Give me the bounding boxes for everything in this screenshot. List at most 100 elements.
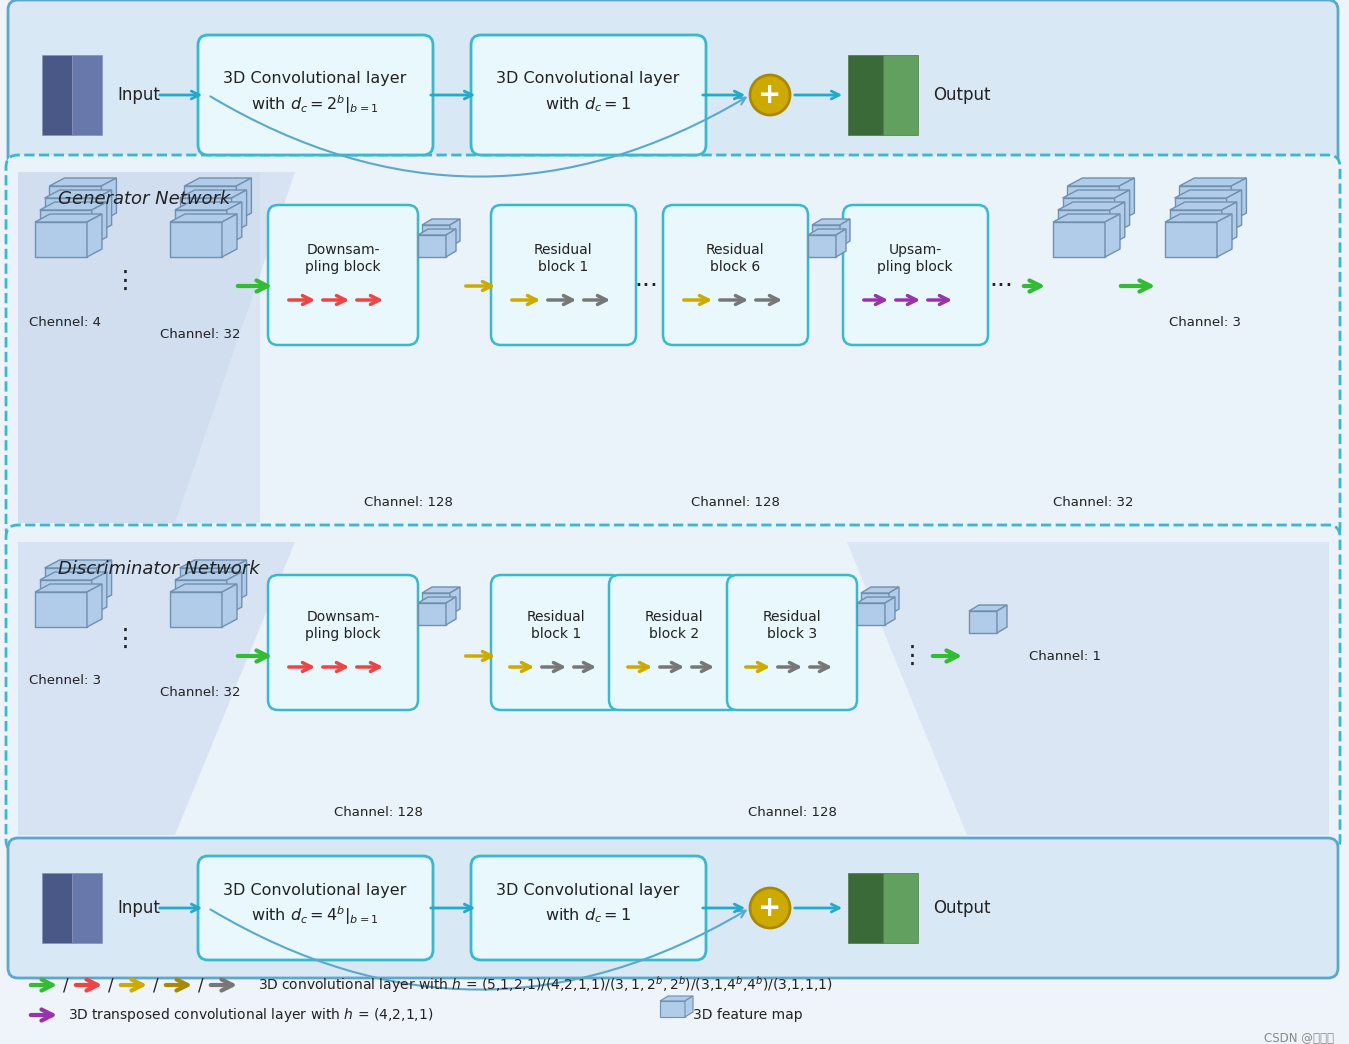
Polygon shape [179, 560, 247, 568]
Text: 3D Convolutional layer: 3D Convolutional layer [224, 71, 406, 86]
Polygon shape [45, 198, 97, 233]
Text: block 2: block 2 [649, 627, 699, 641]
Polygon shape [1105, 214, 1120, 257]
Text: Output: Output [934, 86, 990, 104]
Text: Channel: 32: Channel: 32 [159, 687, 240, 699]
Polygon shape [18, 172, 295, 523]
Bar [884, 55, 919, 135]
Polygon shape [1166, 222, 1217, 257]
Polygon shape [92, 201, 107, 245]
Polygon shape [969, 611, 997, 633]
Text: +: + [758, 81, 781, 109]
Text: /: / [154, 976, 159, 994]
Polygon shape [1058, 201, 1125, 210]
FancyBboxPatch shape [5, 525, 1340, 852]
Polygon shape [35, 222, 86, 257]
Polygon shape [1166, 214, 1232, 222]
Polygon shape [418, 229, 456, 235]
Polygon shape [175, 210, 227, 245]
Bar [884, 873, 919, 943]
Bar [42, 873, 71, 943]
Polygon shape [227, 201, 241, 245]
FancyBboxPatch shape [8, 838, 1338, 978]
Text: Channel: 3: Channel: 3 [1170, 316, 1241, 330]
Text: 3D transposed convolutional layer with $h$ = (4,2,1,1): 3D transposed convolutional layer with $… [67, 1006, 433, 1024]
Polygon shape [45, 568, 97, 603]
Polygon shape [889, 587, 898, 615]
Polygon shape [857, 603, 885, 625]
Polygon shape [18, 542, 295, 835]
Text: Upsam-: Upsam- [889, 243, 942, 257]
Polygon shape [223, 214, 237, 257]
Polygon shape [447, 229, 456, 257]
Polygon shape [422, 593, 451, 615]
Polygon shape [175, 580, 227, 615]
Polygon shape [808, 235, 836, 257]
Polygon shape [1226, 190, 1241, 233]
Polygon shape [1175, 198, 1226, 233]
Text: block 1: block 1 [532, 627, 581, 641]
Polygon shape [227, 572, 241, 615]
Polygon shape [175, 201, 241, 210]
Polygon shape [447, 597, 456, 625]
FancyBboxPatch shape [491, 205, 635, 345]
Text: with $d_c = 2^b|_{b=1}$: with $d_c = 2^b|_{b=1}$ [251, 94, 379, 116]
Polygon shape [1170, 210, 1222, 245]
Polygon shape [179, 198, 232, 233]
Polygon shape [35, 592, 86, 627]
Text: Generator Network: Generator Network [58, 190, 231, 208]
Text: Output: Output [934, 899, 990, 917]
Polygon shape [422, 226, 451, 247]
Text: /: / [108, 976, 113, 994]
Text: ⋮: ⋮ [112, 627, 138, 651]
Text: Channel: 128: Channel: 128 [747, 806, 836, 818]
Circle shape [750, 888, 791, 928]
Polygon shape [1054, 214, 1120, 222]
Polygon shape [97, 560, 112, 603]
Text: Channel: 1: Channel: 1 [1029, 649, 1101, 663]
Polygon shape [223, 584, 237, 627]
Polygon shape [1067, 177, 1135, 186]
Polygon shape [885, 597, 894, 625]
FancyBboxPatch shape [491, 575, 621, 710]
Polygon shape [1179, 177, 1246, 186]
Polygon shape [422, 587, 460, 593]
Polygon shape [45, 190, 112, 198]
Polygon shape [1175, 190, 1241, 198]
Polygon shape [840, 219, 850, 247]
Text: Residual: Residual [762, 610, 822, 624]
Polygon shape [92, 572, 107, 615]
Polygon shape [1058, 210, 1110, 245]
Polygon shape [861, 593, 889, 615]
Polygon shape [1217, 214, 1232, 257]
Text: ⋮: ⋮ [900, 644, 924, 668]
Polygon shape [40, 201, 107, 210]
Text: Downsam-: Downsam- [306, 610, 380, 624]
Text: 3D convolutional layer with $h$ = (5,1,2,1)/(4,2,1,1)/$(3,1,2^b,2^b)$/(3,1,$4^b$: 3D convolutional layer with $h$ = (5,1,2… [258, 974, 832, 995]
Polygon shape [1063, 190, 1129, 198]
Polygon shape [50, 186, 101, 221]
Text: Channel: 128: Channel: 128 [364, 497, 452, 509]
Polygon shape [812, 219, 850, 226]
Polygon shape [179, 568, 232, 603]
Text: pling block: pling block [305, 627, 380, 641]
Polygon shape [1067, 186, 1120, 221]
FancyBboxPatch shape [727, 575, 857, 710]
Text: ⋮: ⋮ [112, 269, 138, 293]
Text: Input: Input [117, 899, 161, 917]
Text: with $d_c = 4^b|_{b=1}$: with $d_c = 4^b|_{b=1}$ [251, 905, 379, 927]
Polygon shape [97, 190, 112, 233]
Polygon shape [997, 606, 1006, 633]
Text: with $d_c = 1$: with $d_c = 1$ [545, 96, 631, 115]
Text: Channel: 128: Channel: 128 [333, 806, 422, 818]
Circle shape [750, 75, 791, 115]
Polygon shape [18, 172, 260, 523]
Bar [849, 873, 884, 943]
Polygon shape [808, 229, 846, 235]
Polygon shape [170, 584, 237, 592]
Text: 3D Convolutional layer: 3D Convolutional layer [496, 882, 680, 898]
FancyBboxPatch shape [471, 35, 706, 155]
Polygon shape [170, 214, 237, 222]
Polygon shape [170, 222, 223, 257]
Polygon shape [1110, 201, 1125, 245]
